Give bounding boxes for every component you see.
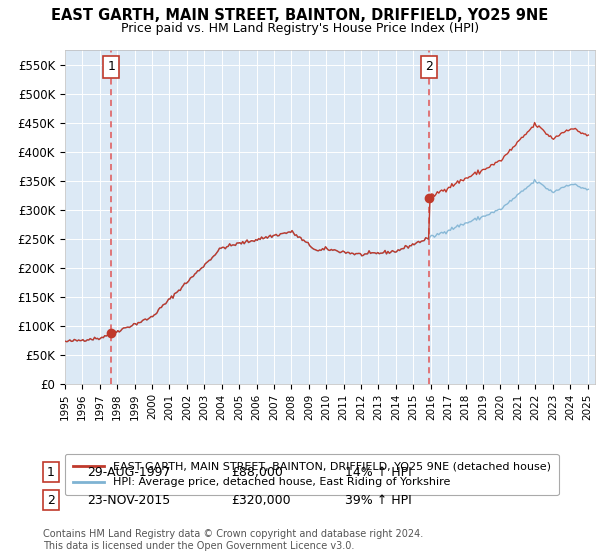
Text: £88,000: £88,000 [231, 465, 283, 479]
Text: Price paid vs. HM Land Registry's House Price Index (HPI): Price paid vs. HM Land Registry's House … [121, 22, 479, 35]
Text: 1: 1 [47, 465, 55, 479]
Text: 29-AUG-1997: 29-AUG-1997 [87, 465, 170, 479]
Legend: EAST GARTH, MAIN STREET, BAINTON, DRIFFIELD, YO25 9NE (detached house), HPI: Ave: EAST GARTH, MAIN STREET, BAINTON, DRIFFI… [65, 454, 559, 495]
Text: 2: 2 [47, 493, 55, 507]
Text: Contains HM Land Registry data © Crown copyright and database right 2024.
This d: Contains HM Land Registry data © Crown c… [43, 529, 424, 551]
Text: 14% ↑ HPI: 14% ↑ HPI [345, 465, 412, 479]
Text: 1: 1 [107, 60, 115, 73]
Text: 2: 2 [425, 60, 433, 73]
Text: 23-NOV-2015: 23-NOV-2015 [87, 493, 170, 507]
Text: EAST GARTH, MAIN STREET, BAINTON, DRIFFIELD, YO25 9NE: EAST GARTH, MAIN STREET, BAINTON, DRIFFI… [52, 8, 548, 24]
Text: £320,000: £320,000 [231, 493, 290, 507]
Text: 39% ↑ HPI: 39% ↑ HPI [345, 493, 412, 507]
